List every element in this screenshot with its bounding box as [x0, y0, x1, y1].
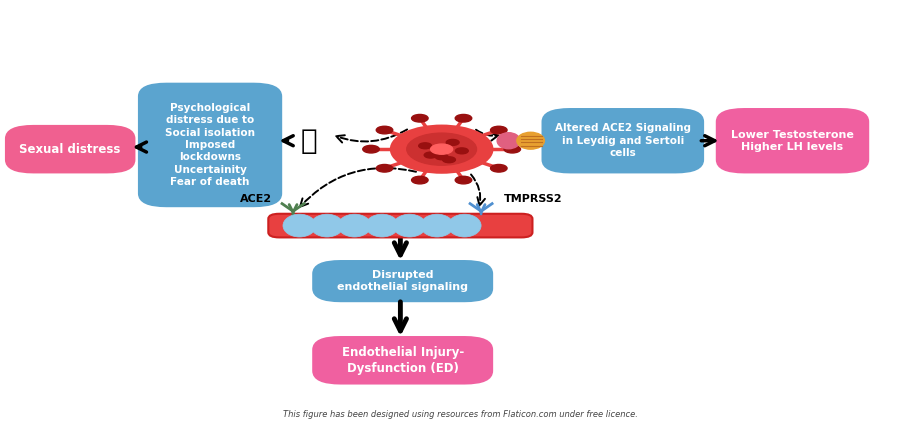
- Ellipse shape: [392, 214, 425, 237]
- Circle shape: [362, 145, 379, 153]
- Circle shape: [455, 176, 471, 184]
- Circle shape: [490, 164, 506, 172]
- Ellipse shape: [337, 214, 370, 237]
- Text: Psychological
distress due to
Social isolation
Imposed
lockdowns
Uncertainity
Fe: Psychological distress due to Social iso…: [165, 103, 255, 187]
- Text: Altered ACE2 Signaling
in Leydig and Sertoli
cells: Altered ACE2 Signaling in Leydig and Ser…: [554, 123, 690, 158]
- Ellipse shape: [448, 214, 481, 237]
- Text: Lower Testosterone
Higher LH levels: Lower Testosterone Higher LH levels: [731, 130, 853, 152]
- FancyBboxPatch shape: [312, 261, 492, 301]
- Text: 🧠: 🧠: [300, 127, 317, 155]
- Circle shape: [411, 176, 427, 184]
- FancyBboxPatch shape: [268, 214, 532, 238]
- Circle shape: [391, 126, 492, 173]
- Circle shape: [442, 157, 455, 163]
- Ellipse shape: [365, 214, 398, 237]
- FancyBboxPatch shape: [139, 84, 281, 206]
- Circle shape: [424, 152, 437, 158]
- Text: ACE2: ACE2: [240, 194, 272, 204]
- FancyBboxPatch shape: [542, 109, 702, 173]
- Text: Endothelial Injury-
Dysfunction (ED): Endothelial Injury- Dysfunction (ED): [341, 346, 463, 375]
- Text: TMPRSS2: TMPRSS2: [504, 194, 562, 204]
- Circle shape: [430, 144, 452, 154]
- Circle shape: [406, 133, 476, 165]
- Circle shape: [455, 148, 468, 154]
- Text: This figure has been designed using resources from Flaticon.com under free licen: This figure has been designed using reso…: [282, 411, 637, 419]
- Circle shape: [490, 126, 506, 134]
- Circle shape: [418, 143, 431, 149]
- FancyBboxPatch shape: [716, 109, 868, 173]
- Circle shape: [446, 139, 459, 145]
- Ellipse shape: [496, 133, 519, 149]
- FancyBboxPatch shape: [312, 337, 492, 383]
- Ellipse shape: [310, 214, 343, 237]
- Ellipse shape: [420, 214, 453, 237]
- FancyBboxPatch shape: [6, 126, 134, 173]
- Text: Sexual distress: Sexual distress: [19, 143, 120, 156]
- Circle shape: [411, 114, 427, 122]
- Text: Disrupted
endothelial signaling: Disrupted endothelial signaling: [336, 270, 468, 292]
- Circle shape: [455, 114, 471, 122]
- Ellipse shape: [283, 214, 315, 237]
- Circle shape: [504, 145, 520, 153]
- Circle shape: [376, 164, 392, 172]
- Circle shape: [435, 154, 448, 160]
- Circle shape: [376, 126, 392, 134]
- Ellipse shape: [516, 132, 544, 149]
